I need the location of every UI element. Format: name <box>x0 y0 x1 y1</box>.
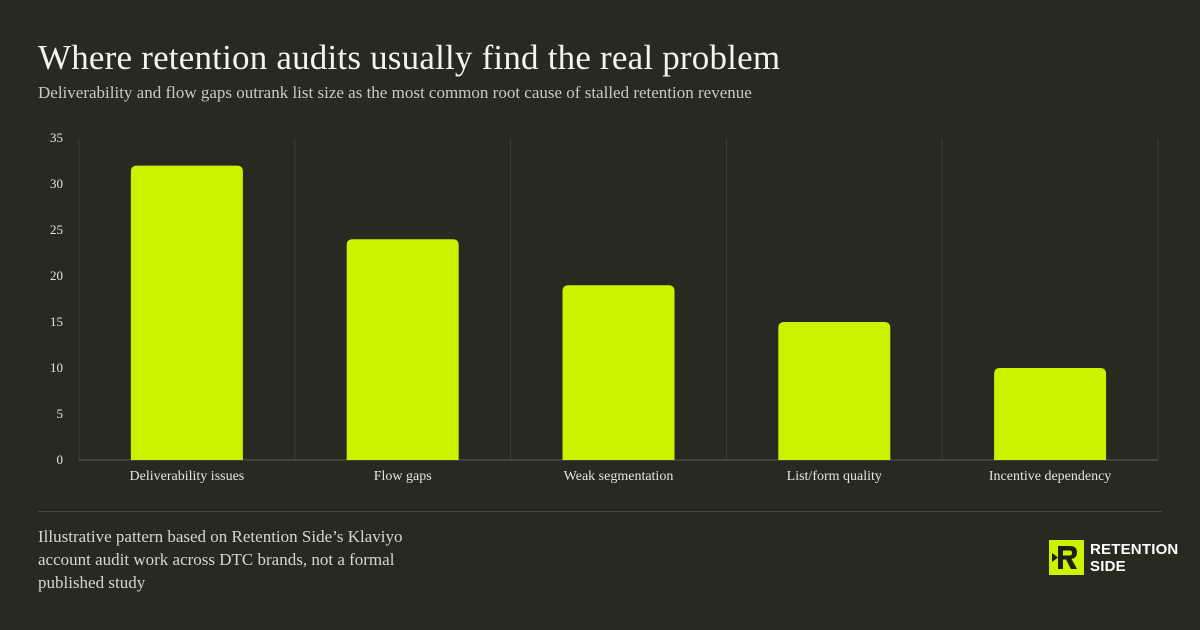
footnote: Illustrative pattern based on Retention … <box>38 527 403 592</box>
retention-side-logo-icon <box>1049 540 1084 575</box>
brand-logo: RETENTION SIDE <box>1049 540 1178 575</box>
y-tick-label: 0 <box>57 452 64 467</box>
x-tick-label: Weak segmentation <box>564 469 674 484</box>
chart-title: Where retention audits usually find the … <box>38 38 781 77</box>
bar <box>130 165 243 460</box>
y-tick-label: 10 <box>50 360 63 375</box>
bar <box>994 368 1107 460</box>
x-tick-label: Flow gaps <box>374 469 432 484</box>
y-tick-label: 30 <box>50 176 63 191</box>
y-tick-label: 35 <box>50 130 63 145</box>
bar <box>778 322 891 460</box>
y-tick-label: 25 <box>50 222 63 237</box>
x-tick-label: Incentive dependency <box>989 469 1111 484</box>
brand-name-line2: SIDE <box>1090 557 1126 575</box>
brand-name: RETENTION SIDE <box>1090 541 1178 575</box>
y-tick-label: 5 <box>57 406 64 421</box>
y-tick-label: 15 <box>50 314 63 329</box>
bar <box>562 285 675 460</box>
bar-chart: 0 5 10 15 20 25 30 35 Deliverability issues Flow … <box>50 130 1159 484</box>
footer-divider <box>38 511 1162 512</box>
bar <box>346 239 459 460</box>
chart-subtitle: Deliverability and flow gaps outrank lis… <box>38 83 752 102</box>
x-tick-label: List/form quality <box>787 469 882 484</box>
y-tick-label: 20 <box>50 268 63 283</box>
brand-name-line1: RETENTION <box>1090 540 1179 558</box>
x-tick-label: Deliverability issues <box>130 469 245 484</box>
